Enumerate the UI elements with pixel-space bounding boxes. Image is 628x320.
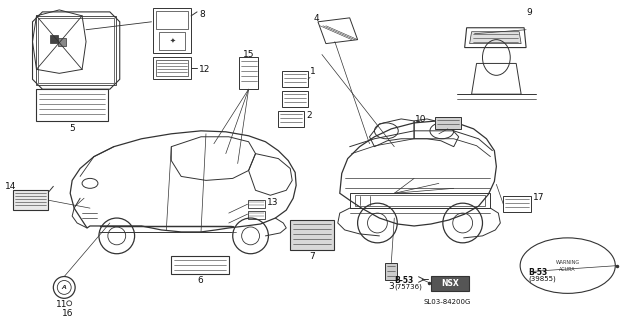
Text: 11: 11 — [57, 300, 68, 309]
Text: 6: 6 — [197, 276, 203, 284]
Bar — [247, 211, 266, 219]
Text: 7: 7 — [309, 252, 315, 261]
Text: 8: 8 — [199, 10, 205, 19]
Text: 13: 13 — [268, 198, 279, 207]
Bar — [58, 38, 66, 45]
Text: 14: 14 — [5, 182, 16, 191]
Text: 1: 1 — [310, 68, 316, 76]
Bar — [282, 91, 308, 107]
Bar — [153, 8, 191, 52]
Text: A: A — [62, 285, 67, 290]
Text: 17: 17 — [533, 193, 544, 202]
Bar — [503, 196, 531, 212]
Text: 9: 9 — [526, 8, 532, 17]
Text: 3: 3 — [389, 283, 394, 292]
Bar — [431, 276, 468, 292]
Bar — [160, 32, 185, 50]
Text: (75736): (75736) — [394, 284, 422, 290]
Text: 2: 2 — [306, 111, 311, 120]
Bar — [13, 190, 48, 210]
Text: NSX: NSX — [441, 279, 458, 288]
Bar — [247, 200, 266, 208]
Text: 4: 4 — [313, 14, 319, 23]
Bar — [282, 71, 308, 87]
Text: (39855): (39855) — [528, 276, 556, 282]
Text: 15: 15 — [243, 50, 254, 59]
Polygon shape — [470, 32, 521, 44]
Text: 16: 16 — [62, 309, 73, 318]
Bar — [156, 11, 188, 29]
Bar — [36, 89, 108, 121]
Text: 12: 12 — [199, 65, 210, 75]
Text: B-53: B-53 — [394, 276, 413, 284]
Bar — [171, 256, 229, 274]
Bar — [239, 58, 259, 89]
Text: ACURA: ACURA — [560, 267, 576, 272]
Text: 10: 10 — [415, 115, 426, 124]
Text: B-53: B-53 — [528, 268, 548, 276]
Bar — [290, 220, 334, 250]
Bar — [156, 60, 188, 76]
Bar — [50, 35, 58, 43]
Text: WARNING: WARNING — [556, 260, 580, 265]
Bar — [278, 111, 304, 127]
Text: SL03-84200G: SL03-84200G — [423, 299, 470, 305]
Bar — [386, 263, 398, 281]
Text: 5: 5 — [69, 124, 75, 133]
Bar — [435, 117, 461, 129]
Text: ✦: ✦ — [170, 38, 175, 44]
Bar — [153, 58, 191, 79]
